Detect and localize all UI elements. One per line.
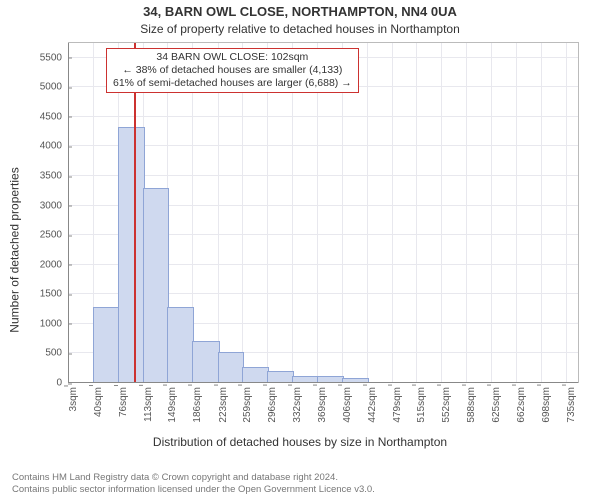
gridline-v [516, 43, 517, 383]
y-tick-label: 4000 [40, 141, 68, 152]
x-tick-label: 479sqm [392, 387, 403, 423]
histogram-bar [167, 307, 194, 383]
gridline-v [342, 43, 343, 383]
y-tick-label: 1000 [40, 318, 68, 329]
x-tick-label: 76sqm [118, 387, 129, 417]
annotation-box: 34 BARN OWL CLOSE: 102sqm ← 38% of detac… [106, 48, 359, 93]
x-axis-label: Distribution of detached houses by size … [0, 435, 600, 449]
y-tick-label: 2000 [40, 259, 68, 270]
gridline-v [541, 43, 542, 383]
marker-line [134, 43, 136, 383]
x-tick-label: 332sqm [292, 387, 303, 423]
gridline-v [292, 43, 293, 383]
x-tick-label: 442sqm [367, 387, 378, 423]
gridline-v [392, 43, 393, 383]
y-axis-label: Number of detached properties [6, 0, 24, 500]
y-tick-label: 4500 [40, 111, 68, 122]
gridline-v [566, 43, 567, 383]
histogram-bar [242, 367, 269, 383]
x-tick-label: 698sqm [541, 387, 552, 423]
gridline-h [68, 116, 578, 117]
x-tick-label: 223sqm [218, 387, 229, 423]
y-tick-label: 3000 [40, 200, 68, 211]
x-tick-label: 662sqm [516, 387, 527, 423]
annotation-line1: 34 BARN OWL CLOSE: 102sqm [113, 51, 352, 64]
gridline-v [367, 43, 368, 383]
x-tick-label: 552sqm [441, 387, 452, 423]
gridline-v [491, 43, 492, 383]
x-tick-label: 149sqm [167, 387, 178, 423]
x-tick-label: 40sqm [93, 387, 104, 417]
histogram-bar [192, 341, 219, 383]
x-tick-label: 588sqm [466, 387, 477, 423]
x-tick-label: 369sqm [317, 387, 328, 423]
chart-subtitle: Size of property relative to detached ho… [0, 22, 600, 36]
y-tick-label: 2500 [40, 230, 68, 241]
x-tick-label: 186sqm [192, 387, 203, 423]
x-tick-label: 113sqm [143, 387, 154, 422]
annotation-line3: 61% of semi-detached houses are larger (… [113, 77, 352, 90]
histogram-bar [218, 352, 244, 383]
x-tick-label: 515sqm [416, 387, 427, 423]
y-tick-label: 5500 [40, 52, 68, 63]
y-axis-line [68, 43, 69, 383]
x-tick-label: 3sqm [68, 387, 79, 411]
x-tick-label: 625sqm [491, 387, 502, 423]
gridline-v [441, 43, 442, 383]
footer-text: Contains HM Land Registry data © Crown c… [12, 472, 375, 496]
y-tick-label: 0 [56, 378, 68, 389]
annotation-line2: ← 38% of detached houses are smaller (4,… [113, 64, 352, 77]
y-tick-label: 500 [45, 348, 68, 359]
x-tick-label: 296sqm [267, 387, 278, 423]
x-tick-label: 735sqm [566, 387, 577, 423]
x-tick-label: 259sqm [242, 387, 253, 423]
chart-title: 34, BARN OWL CLOSE, NORTHAMPTON, NN4 0UA [0, 4, 600, 19]
gridline-v [218, 43, 219, 383]
gridline-v [416, 43, 417, 383]
gridline-v [466, 43, 467, 383]
x-tick-label: 406sqm [342, 387, 353, 423]
y-tick-label: 5000 [40, 82, 68, 93]
gridline-v [242, 43, 243, 383]
y-tick-label: 3500 [40, 171, 68, 182]
histogram-bar [143, 188, 169, 383]
histogram-bar [118, 127, 145, 383]
y-tick-label: 1500 [40, 289, 68, 300]
gridline-v [317, 43, 318, 383]
x-axis-line [68, 382, 578, 383]
histogram-bar [93, 307, 119, 383]
gridline-v [267, 43, 268, 383]
